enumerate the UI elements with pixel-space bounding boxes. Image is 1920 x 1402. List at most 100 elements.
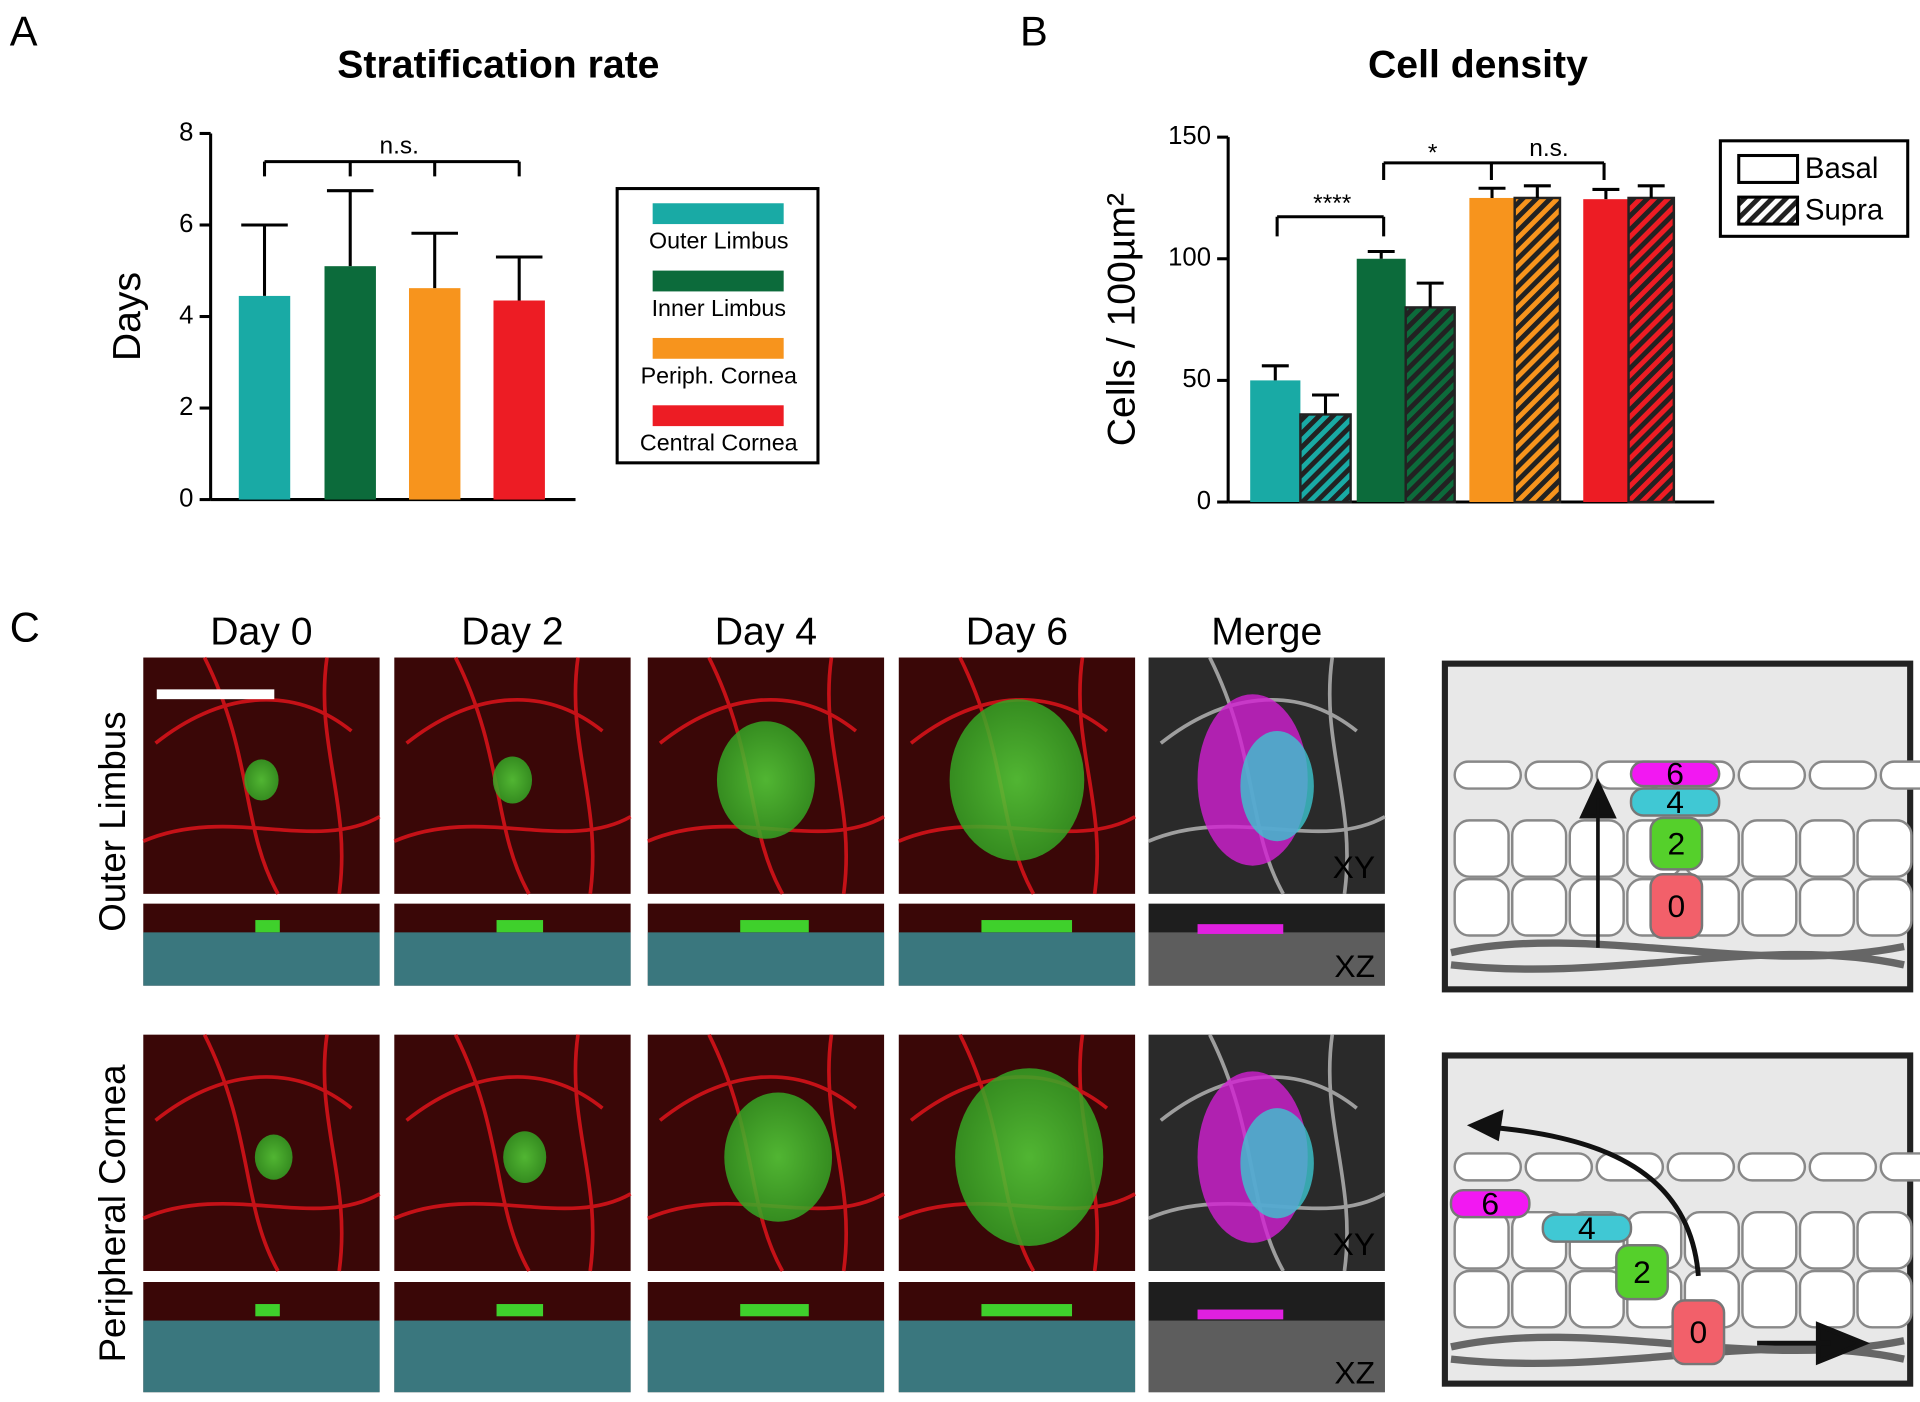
stage-cell — [1671, 1299, 1726, 1366]
xz-cell — [981, 920, 1073, 933]
epithelial-cell — [1524, 1152, 1594, 1182]
column-label: Day 0 — [210, 611, 312, 654]
epithelial-cell — [1856, 1210, 1913, 1270]
y-tick-label: 4 — [179, 301, 193, 329]
legend-label: Outer Limbus — [649, 228, 789, 254]
epithelial-cell — [1737, 1152, 1807, 1182]
bar — [238, 295, 291, 500]
arrow-head — [1466, 1109, 1504, 1142]
legend-swatch — [1737, 195, 1800, 226]
stage-cell — [1629, 787, 1721, 817]
legend-label: Central Cornea — [640, 430, 798, 456]
view-label: XY — [1333, 849, 1375, 885]
xz-cell — [740, 1304, 809, 1317]
legend-label: Basal — [1805, 152, 1878, 185]
error-bar — [241, 223, 288, 296]
stage-label: 4 — [1666, 784, 1684, 820]
xz-band — [898, 1320, 1136, 1393]
error-bar — [1523, 184, 1551, 198]
bar — [324, 266, 376, 500]
bar — [1356, 258, 1406, 503]
diagram-cells — [1453, 1152, 1920, 1329]
bar-hatch — [1404, 306, 1456, 504]
epithelial-cell — [1524, 760, 1594, 790]
y-tick-label: 2 — [179, 393, 193, 421]
xz-band — [898, 932, 1136, 986]
row-label: Peripheral Cornea — [92, 1064, 133, 1363]
bar — [408, 288, 461, 500]
stage-cell — [1649, 873, 1704, 940]
annotation: n.s. — [379, 132, 418, 159]
xz-cell — [255, 1304, 280, 1317]
y-tick-label: 100 — [1168, 244, 1211, 272]
y-tick-label: 0 — [1197, 487, 1211, 515]
epithelial-cell — [1856, 819, 1913, 878]
legend-swatch — [652, 270, 784, 292]
epithelial-cell — [1798, 819, 1856, 878]
epithelial-cell — [1741, 1269, 1798, 1329]
xz-band — [1148, 932, 1385, 986]
epithelial-cell — [1879, 760, 1920, 790]
error-bar — [326, 189, 374, 267]
significance-bracket — [1275, 215, 1386, 237]
row-label: Outer Limbus — [92, 711, 133, 931]
epithelial-cell — [1453, 819, 1510, 878]
column-label: Merge — [1211, 611, 1322, 654]
stage-label: 0 — [1689, 1314, 1707, 1350]
epithelial-cell — [1683, 1210, 1740, 1270]
xz-band — [1148, 1320, 1385, 1393]
bar — [1250, 380, 1301, 503]
column-label: Day 2 — [461, 611, 563, 654]
xz-band — [647, 932, 885, 986]
epithelial-cell — [1808, 1152, 1878, 1182]
error-bar — [495, 255, 543, 301]
stage-label: 6 — [1481, 1185, 1499, 1221]
xz-cell — [496, 1304, 544, 1317]
epithelial-cell — [1511, 877, 1568, 937]
view-label: XZ — [1334, 1354, 1375, 1390]
labeled-cell — [949, 699, 1085, 861]
stage-cell — [1649, 816, 1704, 871]
error-bar — [1478, 186, 1506, 198]
labeled-cell — [492, 756, 533, 804]
y-axis-label: Days — [106, 272, 149, 361]
significance-bracket — [262, 160, 521, 177]
epithelial-cell — [1808, 760, 1878, 790]
view-label: XZ — [1334, 948, 1375, 984]
epithelial-cell — [1453, 760, 1523, 790]
epithelial-cell — [1453, 877, 1510, 937]
labeled-cell — [955, 1068, 1104, 1247]
y-tick-label: 0 — [179, 484, 193, 512]
merge-cell — [1240, 730, 1314, 842]
xz-band — [143, 932, 380, 986]
panel-label: C — [10, 604, 40, 651]
legend-swatch — [1737, 153, 1800, 184]
stage-cell — [1629, 760, 1721, 788]
epithelial-cell — [1511, 819, 1568, 878]
legend-swatch — [652, 337, 784, 359]
annotation: **** — [1313, 190, 1352, 217]
epithelial-cell — [1798, 877, 1856, 937]
epithelial-cell — [1856, 1269, 1913, 1329]
stage-label: 4 — [1578, 1210, 1596, 1246]
stage-label: 0 — [1667, 888, 1685, 924]
labeled-cell — [503, 1131, 547, 1183]
xz-cell — [496, 920, 544, 933]
arrow — [1579, 778, 1617, 948]
stage-cell — [1615, 1244, 1669, 1301]
bar-hatch — [1299, 413, 1352, 504]
xz-band — [394, 932, 631, 986]
legend-label: Periph. Cornea — [641, 362, 797, 388]
y-tick-label: 150 — [1168, 122, 1211, 150]
scale-bar — [156, 689, 275, 700]
error-bar — [411, 231, 458, 289]
stage-label: 2 — [1667, 826, 1685, 862]
epithelial-cell — [1666, 1152, 1736, 1182]
epithelial-cell — [1741, 819, 1798, 878]
chart-title: Stratification rate — [337, 44, 659, 87]
y-axis-label: Cells / 100µm² — [1100, 193, 1143, 446]
bar — [1469, 197, 1515, 503]
bar-hatch — [1627, 196, 1676, 504]
xz-cell — [981, 1304, 1073, 1317]
epithelial-cell — [1511, 1269, 1568, 1329]
